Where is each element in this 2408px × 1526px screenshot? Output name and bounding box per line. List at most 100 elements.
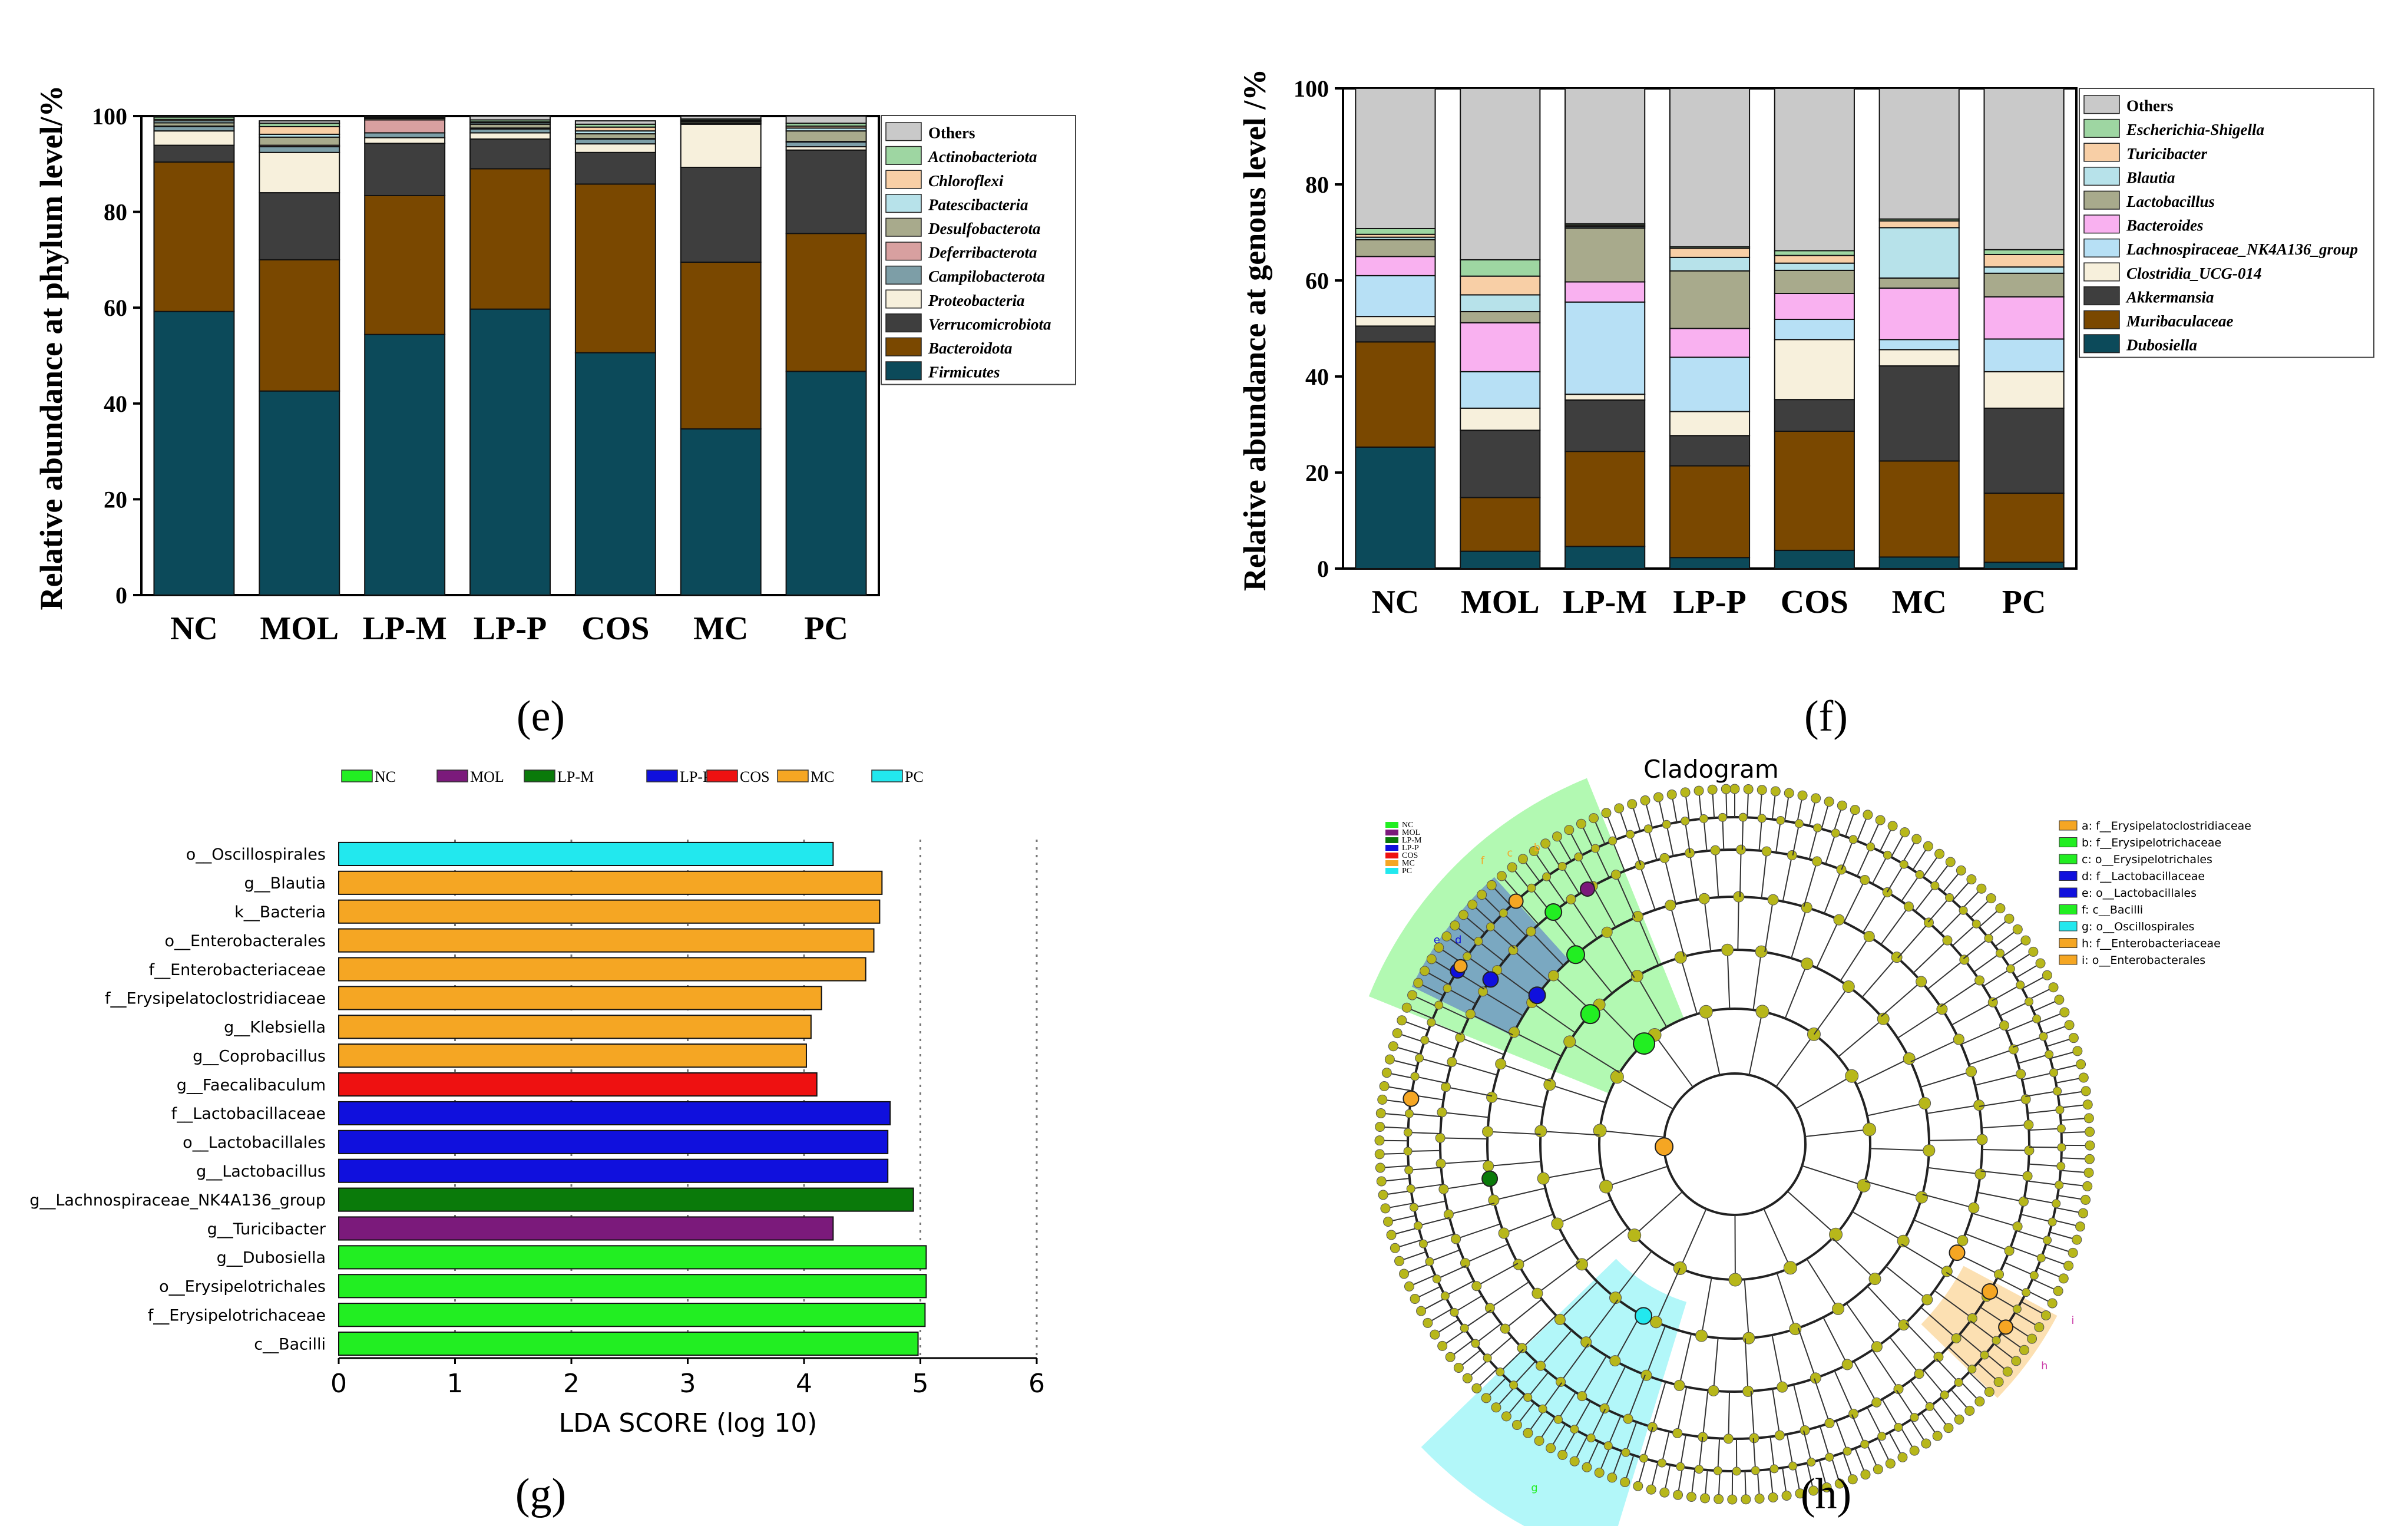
clado-node: [1776, 815, 1785, 825]
clado-branch: [2016, 1230, 2048, 1241]
clado-node: [1951, 1333, 1962, 1343]
bar-segment-lachnospiraceae_nk4a136_group: [1774, 319, 1855, 341]
clado-branch: [1616, 1076, 1674, 1110]
clado-branch: [1868, 821, 1880, 847]
lda-bar: [338, 1303, 926, 1327]
clado-node: [1610, 1070, 1624, 1084]
clado-node: [2056, 1161, 2066, 1171]
clado-node: [1967, 1365, 1977, 1374]
clado-branch: [1726, 950, 1731, 1009]
x-tick-label: LP-P: [474, 610, 547, 647]
clado-branch: [1698, 792, 1702, 819]
lda-bar: [338, 1216, 834, 1241]
clado-branch: [1679, 1434, 1686, 1467]
clado-branch: [1814, 1378, 1830, 1423]
bar-segment-turicibacter: [1460, 275, 1541, 296]
clado-node: [1414, 1221, 1423, 1230]
clado-node: [2018, 1196, 2029, 1207]
x-tick-label: MOL: [1461, 584, 1540, 620]
clado-node: [1557, 1449, 1568, 1460]
clado-node: [1496, 1367, 1505, 1376]
clado-branch: [1929, 1139, 1982, 1141]
clado-branch: [1926, 1104, 1979, 1114]
clado-node: [1788, 1461, 1798, 1471]
clado-node: [1508, 945, 1519, 956]
bar-segment-escherichia-shigella: [1460, 259, 1541, 277]
clado-node: [1842, 980, 1855, 993]
clado-node: [1923, 917, 1934, 928]
clado-branch: [1843, 1452, 1853, 1478]
clado-branch: [1419, 1057, 1451, 1068]
clado-node: [2034, 1322, 2045, 1333]
clado-node: [2053, 1286, 2063, 1296]
bar-segment-blautia: [1983, 266, 2065, 274]
clado-branch: [1435, 1319, 1459, 1335]
clado-node: [1420, 966, 1430, 976]
clado-node: [2022, 1288, 2031, 1297]
clado-branch: [1772, 1388, 1781, 1436]
clado-node: [2055, 1180, 2064, 1190]
bar-segment-verrucomicrobiota: [364, 143, 446, 196]
clado-node: [1875, 815, 1886, 825]
clado-node: [1403, 1128, 1413, 1137]
bar-segment-akkermansia: [1774, 399, 1855, 432]
clado-node: [1495, 1058, 1507, 1070]
clado-node: [1693, 785, 1704, 796]
clado-node: [1390, 1243, 1400, 1253]
clado-branch: [1497, 1386, 1516, 1407]
y-tick-label: 40: [1305, 364, 1329, 390]
lda-bar-label: g__Lactobacillus: [196, 1162, 326, 1181]
clado-branch: [2061, 1131, 2088, 1134]
lda-bar: [338, 1187, 914, 1212]
lda-legend-swatch: [706, 769, 738, 782]
clado-branch: [2058, 1194, 2084, 1200]
legend-label: Turicibacter: [2126, 145, 2207, 163]
clado-branch: [1578, 952, 1613, 994]
clado-branch: [2022, 975, 2046, 989]
clado-branch: [1614, 1314, 1642, 1362]
clado-node: [1911, 834, 1922, 844]
clado-branch: [1606, 932, 1635, 978]
clado-node: [1437, 1340, 1448, 1351]
clado-node: [1586, 1433, 1596, 1443]
clado-branch: [1867, 1407, 1883, 1437]
clado-branch: [2055, 1207, 2082, 1214]
clado-node: [1532, 1287, 1543, 1299]
clado-node: [1673, 1261, 1687, 1275]
clado-node: [2020, 935, 2031, 946]
clado-branch: [1715, 850, 1719, 897]
clado-branch: [1562, 866, 1580, 894]
clado-branch: [1806, 1462, 1814, 1489]
clado-node: [1639, 1454, 1649, 1463]
clado-branch: [1441, 1111, 1489, 1118]
clado-node: [1797, 790, 1808, 801]
clado-branch: [1625, 1455, 1635, 1481]
clado-branch: [1980, 1170, 2028, 1177]
clado-node: [1509, 1026, 1520, 1038]
x-tick-label: PC: [2002, 584, 2046, 620]
clado-branch: [2055, 1077, 2082, 1084]
clado-ring: [1539, 949, 1930, 1340]
clado-branch: [1615, 1250, 1652, 1299]
bar-segment-lactobacillus: [1878, 277, 1960, 289]
clado-branch: [1676, 1386, 1688, 1433]
clado-node: [1375, 1162, 1385, 1173]
clado-branch: [1965, 1233, 2010, 1251]
clado-branch: [1390, 1215, 1416, 1222]
clado-branch: [1477, 1368, 1498, 1388]
clado-node: [1397, 1015, 1407, 1026]
clado-branch: [1866, 1443, 1878, 1468]
legend-swatch: [2083, 143, 2120, 162]
clado-node: [1425, 1257, 1434, 1266]
clado-node: [1474, 937, 1483, 946]
clado-node: [1956, 865, 1966, 876]
legend-label: Deferribacterota: [928, 244, 1037, 262]
clado-node: [1458, 910, 1468, 920]
clado-taxon-swatch: [2059, 854, 2078, 864]
clado-branch: [2058, 1091, 2085, 1096]
clado-branch: [1595, 848, 1610, 878]
clado-node: [1754, 1494, 1765, 1504]
clado-node: [1590, 844, 1600, 853]
clado-branch: [1982, 1148, 2029, 1151]
clado-node: [1523, 1428, 1533, 1438]
